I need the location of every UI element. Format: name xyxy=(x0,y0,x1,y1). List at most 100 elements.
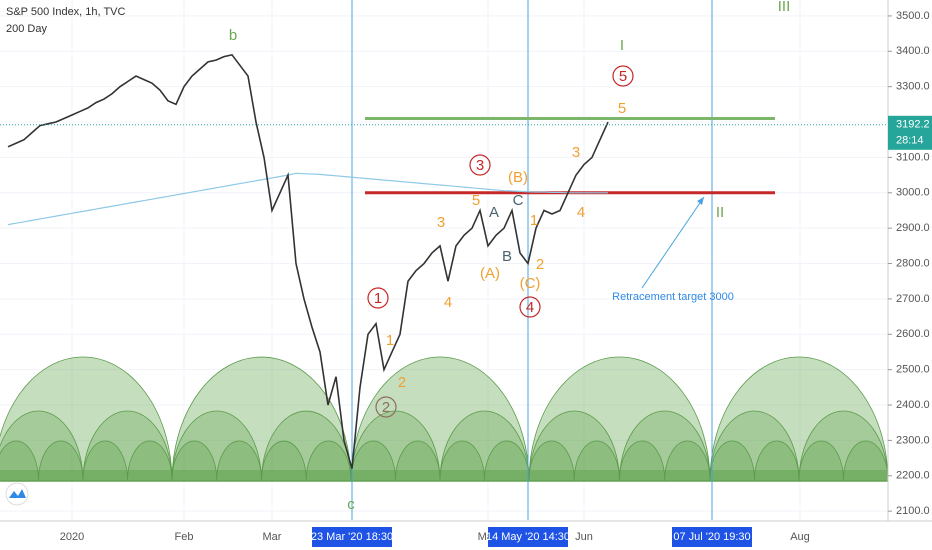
cycle-band xyxy=(0,470,888,482)
wave-label: 4 xyxy=(577,204,585,221)
wave-label: II xyxy=(716,204,724,221)
y-tick-label: 2600.0 xyxy=(896,328,930,340)
wave-circle xyxy=(367,287,389,309)
cycle-arcs xyxy=(0,356,889,482)
cycle-arc xyxy=(82,440,128,482)
plot: bcIIIIII1234512345(A)(B)(C)12345ABCRetra… xyxy=(0,0,888,520)
cycle-arc xyxy=(528,410,620,482)
cycle-arc xyxy=(619,410,711,482)
x-tick-label: Mar xyxy=(263,531,282,543)
cycle-arc xyxy=(664,440,711,482)
cycle-arc xyxy=(38,440,84,482)
wave-label: 2 xyxy=(398,374,406,391)
y-tick-label: 3100.0 xyxy=(896,151,930,163)
wave-circle xyxy=(612,65,634,87)
y-tick-label: 2700.0 xyxy=(896,293,930,305)
wave-circle xyxy=(375,396,397,418)
cycle-arc xyxy=(439,410,530,482)
wave-circle xyxy=(469,154,491,176)
y-tick-label: 3000.0 xyxy=(896,187,930,199)
y-tick-label: 2200.0 xyxy=(896,470,930,482)
wave-label: 2 xyxy=(382,399,390,416)
y-tick-label: 3400.0 xyxy=(896,45,930,57)
y-tick-label: 2900.0 xyxy=(896,222,930,234)
last-price-label: 3192.2 xyxy=(896,119,930,131)
x-tick-label: Feb xyxy=(175,531,194,543)
y-tick-label: 3300.0 xyxy=(896,81,930,93)
wave-label: (C) xyxy=(520,275,541,292)
cycle-arc xyxy=(709,356,889,482)
wave-label: 2 xyxy=(536,256,544,273)
date-label: 07 Jul '20 19:30 xyxy=(673,531,750,543)
y-tick-label: 2100.0 xyxy=(896,505,930,517)
last-price-box xyxy=(888,115,932,150)
y-tick-label: 2800.0 xyxy=(896,257,930,269)
wave-label: 4 xyxy=(444,294,452,311)
note-arrow-head xyxy=(697,197,704,205)
wave-label: 1 xyxy=(530,212,538,229)
cycle-arc xyxy=(0,440,39,482)
y-tick-label: 3500.0 xyxy=(896,10,930,22)
cycle-arc xyxy=(528,356,711,482)
series-line xyxy=(7,53,609,469)
cycle-arc xyxy=(82,410,173,482)
wave-label: B xyxy=(502,248,512,265)
wave-label: (A) xyxy=(480,265,500,282)
wave-label: 1 xyxy=(386,332,394,349)
cycle-arc xyxy=(171,410,262,482)
wave-label: 4 xyxy=(526,299,534,316)
wave-label: I xyxy=(620,37,624,54)
cycle-arc xyxy=(798,440,844,482)
x-tick-label: Aug xyxy=(790,531,810,543)
cycle-arc xyxy=(350,440,396,482)
cycle-arc xyxy=(127,440,173,482)
cycle-arc xyxy=(843,440,889,482)
cycle-arc xyxy=(305,440,352,482)
cycle-arc xyxy=(573,440,620,482)
wave-label: A xyxy=(489,204,499,221)
logo xyxy=(5,482,29,506)
indicator-label: 200 Day xyxy=(6,23,47,35)
cycle-arc xyxy=(171,440,218,482)
wave-label: III xyxy=(778,0,791,15)
wave-label: 5 xyxy=(472,192,480,209)
axes: 2100.0 2200.0 2300.0 2400.0 2500.0 2600.0 2700… xyxy=(60,10,932,547)
cycle-arc xyxy=(395,440,441,482)
cycle-arc xyxy=(0,410,84,482)
cycle-arc xyxy=(709,410,800,482)
note-arrow xyxy=(641,196,705,289)
cycle-arc xyxy=(439,440,485,482)
chart-title: S&P 500 Index, 1h, TVC xyxy=(6,6,126,18)
y-tick-label: 2500.0 xyxy=(896,364,930,376)
date-label: 23 Mar '20 18:30 xyxy=(311,531,393,543)
wave-label: 1 xyxy=(374,290,382,307)
wave-label: 5 xyxy=(619,68,627,85)
countdown-label: 28:14 xyxy=(896,135,924,147)
cycle-arc xyxy=(350,356,530,482)
wave-label: 3 xyxy=(476,157,484,174)
date-box xyxy=(488,527,568,547)
x-tick-label: 2020 xyxy=(60,531,84,543)
date-box xyxy=(312,527,392,547)
wave-circle xyxy=(519,296,541,318)
date-label: 14 May '20 14:30 xyxy=(486,531,570,543)
cycle-arc xyxy=(619,440,666,482)
date-box xyxy=(672,527,752,547)
wave-label: 3 xyxy=(572,144,580,161)
y-tick-label: 2400.0 xyxy=(896,399,930,411)
cycle-arc xyxy=(528,440,575,482)
note-label: Retracement target 3000 xyxy=(612,291,734,303)
cycle-arc xyxy=(798,410,889,482)
cycle-arc xyxy=(754,440,800,482)
x-tick-label: Jun xyxy=(575,531,593,543)
series-line xyxy=(7,172,608,226)
wave-label: (B) xyxy=(508,169,528,186)
cycle-arc xyxy=(216,440,262,482)
cycle-arc xyxy=(261,440,307,482)
cycle-arc xyxy=(0,356,173,482)
wave-label: b xyxy=(229,27,237,44)
wave-label: 5 xyxy=(618,100,626,117)
cycle-arc xyxy=(350,410,441,482)
